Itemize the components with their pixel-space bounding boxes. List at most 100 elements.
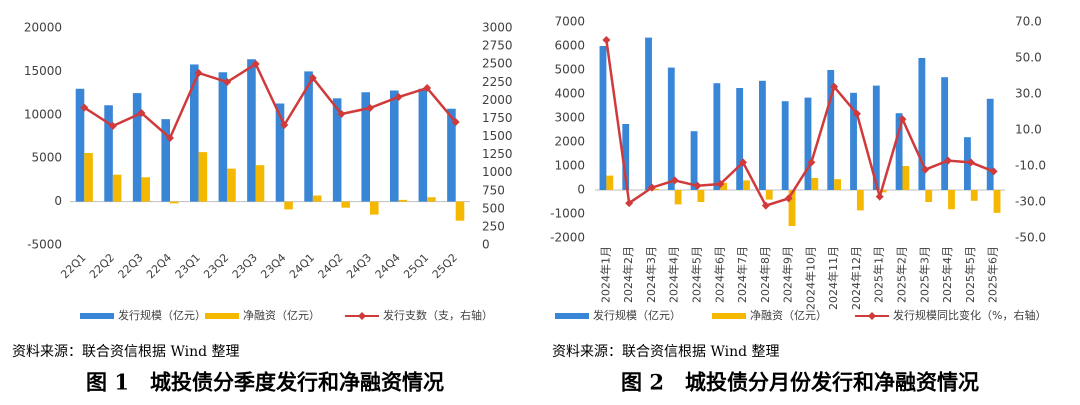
bar (390, 90, 399, 202)
bar (743, 180, 750, 190)
legend-label: 净融资（亿元） (750, 308, 827, 322)
y2-tick-label: 1000 (482, 165, 513, 179)
y2-tick-label: 2000 (482, 93, 513, 107)
x-tick-label: 24Q4 (373, 251, 403, 281)
bar (255, 165, 265, 202)
line-marker (625, 199, 634, 208)
x-tick-label: 2024年8月 (758, 246, 772, 303)
figure-caption: 图 2 城投债分月份发行和净融资情况 (621, 370, 979, 395)
line-marker (166, 133, 174, 142)
bar (651, 188, 659, 190)
y2-tick-label: 1250 (482, 147, 513, 161)
bar (736, 88, 744, 190)
bar (811, 178, 819, 190)
line-marker (451, 118, 460, 127)
bar (964, 137, 971, 190)
legend-swatch (205, 313, 239, 319)
legend-swatch (712, 313, 746, 319)
source-note: 资料来源：联合资信根据 Wind 整理 (552, 344, 780, 360)
bar (781, 101, 789, 190)
y2-tick-label: 500 (482, 201, 505, 215)
line-marker (989, 167, 998, 176)
x-tick-label: 23Q1 (173, 251, 203, 281)
bar (856, 190, 864, 211)
bar (827, 70, 835, 190)
y-tick-label: 6000 (554, 39, 585, 53)
x-tick-label: 2024年7月 (735, 246, 749, 303)
y2-tick-label: 70.0 (1015, 15, 1042, 29)
x-tick-label: 2024年9月 (781, 246, 795, 303)
line-marker (251, 60, 260, 69)
bar (645, 37, 652, 190)
bar (667, 67, 675, 190)
x-tick-label: 24Q2 (316, 251, 346, 281)
bar (304, 71, 313, 202)
bar (606, 175, 614, 190)
bar (447, 108, 456, 202)
line-marker (602, 36, 611, 44)
bar (75, 88, 85, 202)
source-note: 资料来源：联合资信根据 Wind 整理 (12, 344, 240, 360)
bar (713, 83, 721, 190)
line-marker (739, 158, 748, 167)
legend-swatch (80, 313, 114, 319)
y2-tick-label: -50.0 (1015, 231, 1046, 245)
y-tick-label: 5000 (554, 63, 585, 77)
y-tick-label: 2000 (554, 135, 585, 149)
y2-tick-label: 50.0 (1015, 51, 1042, 65)
y2-tick-label: 250 (482, 219, 505, 233)
bar (275, 103, 285, 202)
x-tick-label: 2024年10月 (803, 246, 817, 310)
x-tick-label: 22Q4 (144, 251, 174, 281)
legend-marker (358, 312, 366, 320)
y-tick-label: 20000 (24, 21, 62, 35)
y-tick-label: 0 (54, 194, 62, 208)
line-marker (337, 110, 346, 119)
y-tick-label: 3000 (554, 111, 585, 125)
line-marker (693, 181, 702, 190)
x-tick-label: 23Q2 (201, 251, 231, 281)
line-marker (280, 120, 289, 129)
line-marker (80, 103, 89, 112)
x-tick-label: 25Q1 (401, 251, 431, 281)
y2-tick-label: 0 (482, 238, 490, 252)
x-tick-label: 2024年2月 (621, 246, 635, 303)
bar (332, 98, 342, 202)
line-marker (423, 84, 432, 93)
line-marker (366, 104, 374, 113)
y-tick-label: 5000 (31, 151, 62, 165)
line-marker (830, 82, 839, 91)
bar (198, 152, 208, 202)
bar (986, 98, 994, 190)
x-tick-label: 2024年12月 (849, 246, 863, 310)
bar (690, 131, 698, 190)
line-marker (921, 165, 930, 174)
legend-label: 发行规模（亿元） (118, 308, 206, 322)
line-marker (308, 73, 317, 82)
y2-tick-label: -30.0 (1015, 195, 1046, 209)
bar (112, 174, 122, 202)
bar (622, 124, 630, 190)
y-tick-label: -1000 (550, 207, 585, 221)
legend-label: 发行规模（亿元） (593, 308, 681, 322)
line (605, 39, 995, 208)
bar (284, 201, 293, 210)
x-tick-label: 2025年3月 (917, 246, 931, 303)
x-tick-label: 2024年1月 (598, 246, 612, 303)
x-tick-label: 2024年6月 (712, 246, 726, 303)
bar (804, 97, 812, 190)
line-marker (944, 156, 953, 165)
bar (132, 93, 142, 202)
line-marker (137, 108, 146, 117)
y2-tick-label: 30.0 (1015, 87, 1042, 101)
line-marker (898, 115, 907, 124)
line-marker (394, 93, 403, 102)
bar (141, 177, 150, 202)
legend-marker (868, 312, 876, 320)
bar (697, 190, 705, 202)
x-tick-label: 2025年2月 (895, 246, 909, 303)
x-tick-label: 25Q2 (430, 251, 460, 281)
bar (759, 80, 766, 190)
bar (925, 190, 933, 202)
